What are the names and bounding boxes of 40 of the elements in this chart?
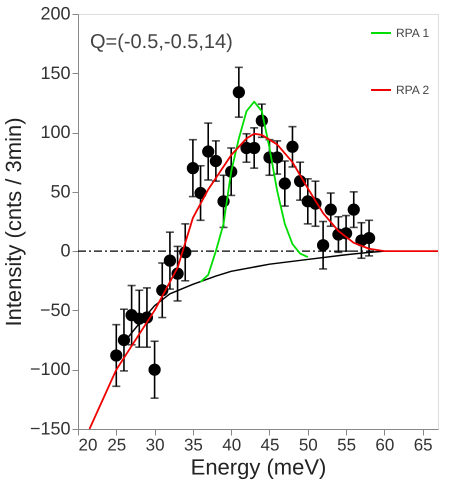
x-axis-title: Energy (meV) [190, 454, 326, 480]
point [278, 177, 291, 190]
point [348, 204, 360, 216]
x-tick-label: 65 [414, 436, 433, 454]
point [148, 364, 161, 376]
x-tick-label: 20 [78, 436, 98, 454]
x-tick-label: 55 [337, 436, 356, 454]
point [164, 254, 176, 267]
point [186, 162, 200, 174]
x-tick-label: 40 [222, 436, 242, 454]
point [110, 349, 122, 362]
y-tick-label: 200 [40, 4, 70, 24]
point [118, 334, 130, 346]
y-tick-label: −50 [40, 300, 70, 320]
x-tick-label: 30 [146, 436, 165, 454]
y-tick-label: −100 [30, 359, 70, 380]
point [210, 154, 222, 168]
x-tick-label: 25 [107, 436, 126, 454]
legend-label: RPA 2 [396, 83, 430, 97]
legend-label: RPA 1 [396, 26, 430, 40]
annotation: Q=(-0.5,-0.5,14) [90, 31, 233, 53]
point [286, 140, 299, 153]
x-tick-label: 50 [298, 436, 318, 454]
point [194, 186, 207, 200]
point [232, 86, 245, 98]
y-axis-title: Intensity (cnts / 3min) [0, 117, 26, 327]
y-tick-label: 150 [40, 62, 70, 83]
y-tick-label: −150 [30, 418, 70, 438]
line-series [200, 100, 309, 283]
point [202, 145, 214, 158]
y-tick-label: 0 [60, 240, 70, 261]
x-tick-label: 60 [375, 436, 394, 454]
point [324, 204, 337, 216]
point [362, 232, 376, 244]
point [316, 239, 330, 252]
y-tick-label: 50 [50, 181, 70, 202]
y-tick-label: 100 [40, 122, 70, 142]
x-tick-label: 45 [260, 436, 280, 454]
x-tick-label: 35 [184, 436, 203, 454]
line-series [88, 132, 439, 430]
